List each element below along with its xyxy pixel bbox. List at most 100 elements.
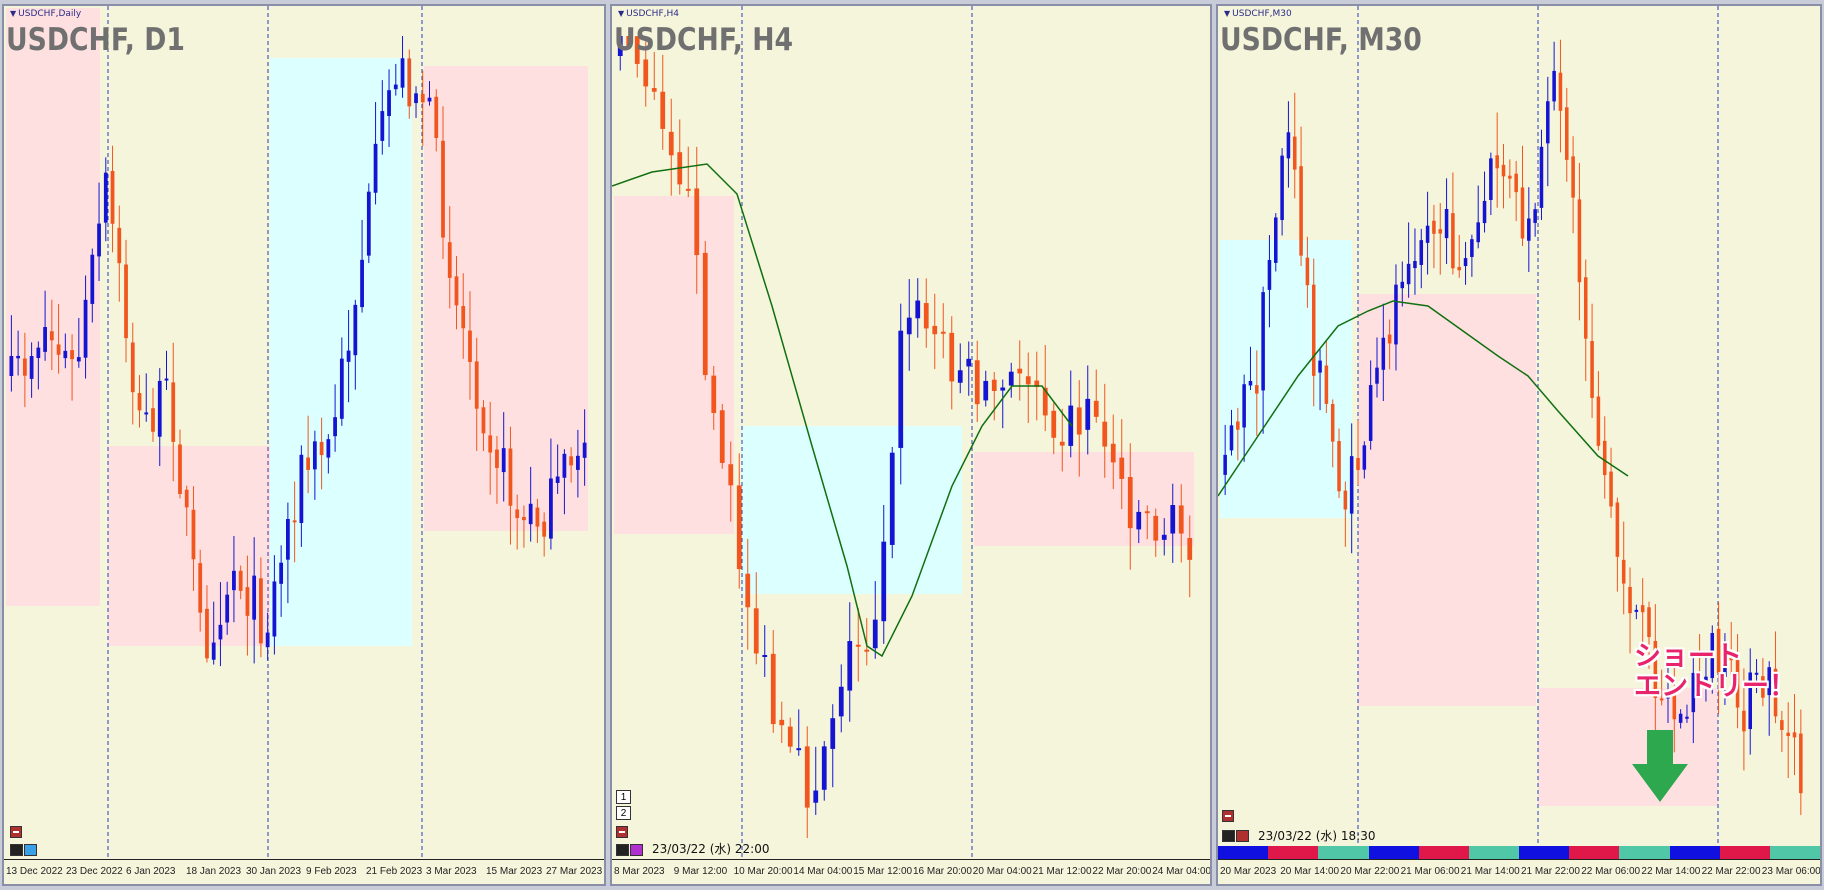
candle-body [719,410,725,463]
candle-body [83,299,88,358]
candle-body [1318,360,1322,373]
candle-body [49,331,54,341]
candle-body [360,259,364,308]
candle-body [991,379,997,391]
candle-body [1457,266,1461,271]
indicator-icon[interactable] [630,844,643,856]
candle-body [1748,672,1752,730]
candle-body [1375,367,1379,384]
window-tag: ▼ USDCHF,Daily [10,9,82,19]
candle-body [1583,277,1588,339]
candle-body [1678,713,1683,723]
price-zone [270,58,412,646]
candle-body [319,441,324,456]
candle-body [1780,720,1784,730]
candle-body [76,357,81,362]
candle-body [387,90,391,117]
candle-body [617,36,623,56]
candle-body [171,382,176,442]
candle-body [144,412,149,415]
candle-body [1068,405,1074,446]
candle-body [1161,534,1167,540]
session-segment [1418,846,1469,860]
candle-body [178,444,182,494]
candle-body [651,88,657,92]
candle-body [923,303,929,329]
candle-body [1438,229,1443,234]
candle-body [1761,676,1765,698]
candle-body [1311,284,1316,376]
candle-body [1299,166,1303,256]
session-segment [1619,846,1670,860]
price-chart-h4[interactable] [612,6,1210,884]
session-segment [1468,846,1520,860]
close-chart-icon[interactable] [616,826,628,838]
price-chart-m30[interactable] [1218,6,1820,884]
candle-body [1539,146,1544,208]
eye-icon[interactable] [1222,830,1235,842]
indicator-icon[interactable] [24,844,37,856]
candle-body [1223,454,1227,475]
time-axis-label: 22 Mar 06:00 [1581,866,1641,877]
window-tag: ▼ USDCHF,H4 [618,9,679,19]
candle-body [110,170,115,224]
candle-body [1773,668,1778,717]
candle-body [1292,136,1297,170]
candle-body [1000,387,1006,391]
chart-window-d1[interactable]: ▼ USDCHF,Daily USDCHF, D1 13 Dec 2022 23 D… [2,4,606,886]
price-zone [1220,240,1352,518]
eye-icon[interactable] [616,844,629,856]
annotation-line-2: エントリー！ [1634,671,1796,702]
candle-body [373,143,378,193]
chart-window-h4[interactable]: ▼ USDCHF,H4 USDCHF, H4 1 2 23/03/22 (水) 2… [610,4,1212,886]
candle-body [1400,281,1405,289]
candle-body [1413,261,1417,269]
candle-body [103,172,108,223]
candle-body [1406,263,1411,285]
candle-body [238,570,243,591]
candle-body [569,456,574,466]
scroll-button-2[interactable]: 2 [616,806,631,820]
close-chart-icon[interactable] [10,826,22,838]
moving-average-line [612,163,1073,658]
time-axis-label: 9 Feb 2023 [306,866,357,877]
candle-body [1432,220,1436,234]
candle-body [205,608,209,659]
time-axis-label: 20 Mar 22:00 [1340,866,1400,877]
indicator-icon[interactable] [1236,830,1249,842]
candle-body [1102,421,1108,447]
eye-icon[interactable] [10,844,23,856]
price-chart-d1[interactable] [4,6,604,884]
chart-window-m30[interactable]: ▼ USDCHF,M30 USDCHF, M30 23/03/22 (水) 18:… [1216,4,1822,886]
time-axis-label: 20 Mar 14:00 [1280,866,1340,877]
time-axis-label: 22 Mar 22:00 [1701,866,1761,877]
candle-body [501,448,506,473]
candle-body [668,131,674,156]
scroll-button-1[interactable]: 1 [616,790,631,804]
candle-body [427,97,432,102]
candle-body [515,509,520,519]
candle-body [252,575,257,620]
price-zone [614,196,734,534]
price-zone [1538,688,1718,806]
session-segment [1368,846,1419,860]
close-chart-icon[interactable] [1222,810,1234,822]
candle-body [1248,381,1253,386]
candle-body [1767,667,1771,696]
session-segment [1719,846,1770,860]
candle-body [685,188,691,191]
candle-body [1609,471,1613,507]
candle-body [211,642,216,660]
candle-body [872,619,878,649]
time-axis-label: 21 Mar 12:00 [1032,866,1092,877]
candle-body [157,380,162,437]
candle-body [1337,440,1341,492]
session-strip [1218,846,1820,860]
time-axis-label: 10 Mar 20:00 [733,866,793,877]
time-axis-label: 8 Mar 2023 [614,866,665,877]
candle-body [626,36,632,49]
candle-body [949,332,955,382]
candle-body [1394,284,1398,345]
candle-body [796,748,802,751]
candle-body [1489,158,1493,200]
